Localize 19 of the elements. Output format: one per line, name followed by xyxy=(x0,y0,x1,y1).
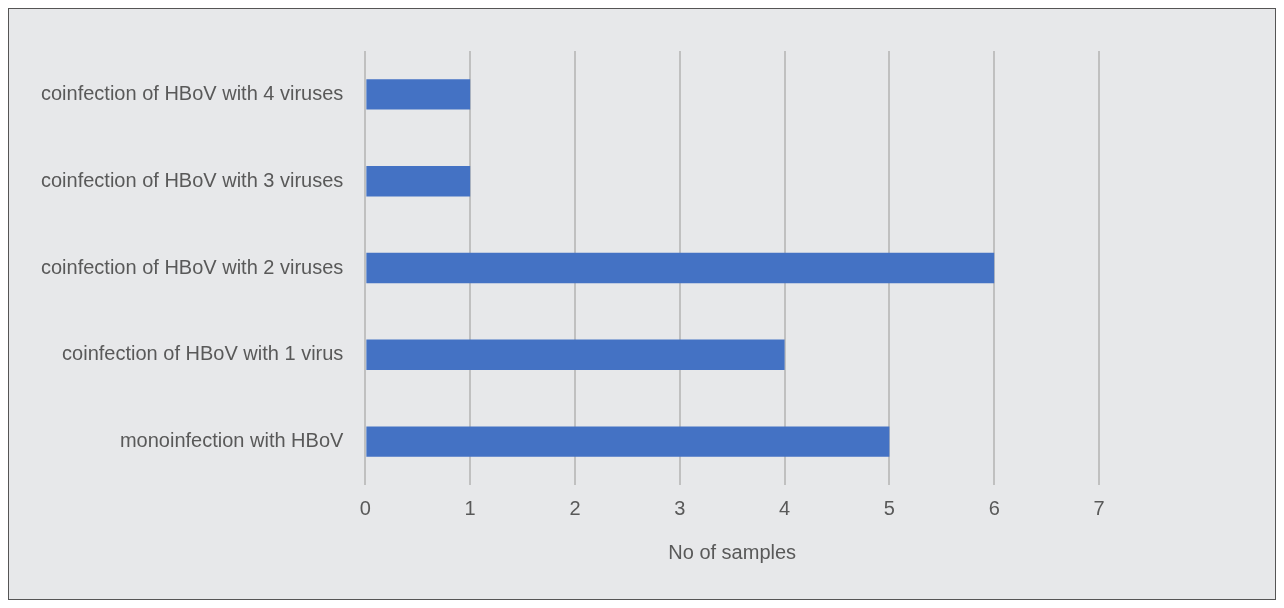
bar xyxy=(366,339,785,370)
x-tick-label: 0 xyxy=(359,496,371,519)
y-tick-label: monoinfection with HBoV xyxy=(119,429,345,452)
y-tick-label: coinfection of HBoV with 3 viruses xyxy=(40,168,344,191)
x-tick-label: 4 xyxy=(779,496,791,519)
y-tick-label: coinfection of HBoV with 2 viruses xyxy=(40,255,344,278)
x-tick-label: 5 xyxy=(883,496,895,519)
bar xyxy=(366,426,890,457)
y-tick-label: coinfection of HBoV with 1 virus xyxy=(62,342,344,365)
bar xyxy=(366,79,471,110)
x-axis-title: No of samples xyxy=(668,540,797,563)
x-tick-label: 7 xyxy=(1093,496,1105,519)
x-tick-label: 3 xyxy=(674,496,686,519)
x-tick-label: 2 xyxy=(569,496,581,519)
bar xyxy=(366,166,471,197)
x-tick-label: 1 xyxy=(464,496,476,519)
bar xyxy=(366,252,995,284)
x-tick-label: 6 xyxy=(988,496,1000,519)
y-tick-label: coinfection of HBoV with 4 viruses xyxy=(40,81,344,104)
